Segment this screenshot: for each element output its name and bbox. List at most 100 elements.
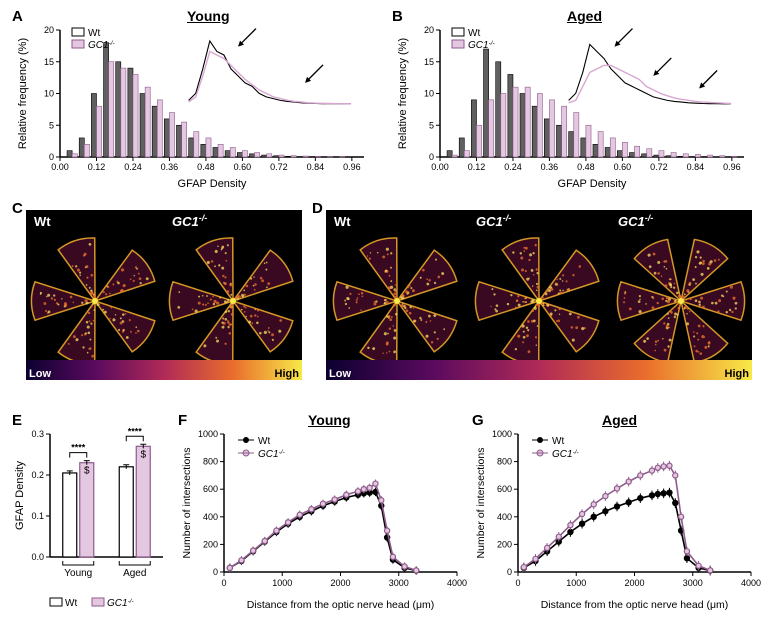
svg-text:400: 400	[203, 512, 218, 522]
svg-text:0.48: 0.48	[577, 162, 595, 172]
panel-d-image: WtGC1-/-GC1-/-LowHigh	[312, 200, 752, 400]
svg-text:2000: 2000	[330, 578, 350, 588]
svg-text:Wt: Wt	[334, 214, 351, 229]
panel-g-lineplot: 0200400600800100001000200030004000Distan…	[472, 412, 757, 612]
svg-text:3000: 3000	[683, 578, 703, 588]
svg-text:0.24: 0.24	[504, 162, 522, 172]
svg-text:4000: 4000	[741, 578, 761, 588]
svg-text:0: 0	[213, 567, 218, 577]
svg-text:0.2: 0.2	[31, 470, 44, 480]
svg-text:200: 200	[497, 539, 512, 549]
svg-text:0.72: 0.72	[270, 162, 288, 172]
svg-text:GC1-/-: GC1-/-	[468, 40, 496, 52]
svg-text:0.36: 0.36	[541, 162, 559, 172]
svg-text:0: 0	[49, 152, 54, 162]
svg-text:GC1-/-: GC1-/-	[258, 449, 286, 461]
svg-text:20: 20	[424, 25, 434, 35]
svg-text:Relative frequency (%): Relative frequency (%)	[17, 38, 29, 149]
panel-f-lineplot: 0200400600800100001000200030004000Distan…	[178, 412, 463, 612]
svg-text:Wt: Wt	[258, 436, 270, 447]
svg-text:20: 20	[44, 25, 54, 35]
svg-text:0: 0	[515, 578, 520, 588]
svg-text:1000: 1000	[198, 429, 218, 439]
svg-text:GC1-/-: GC1-/-	[88, 40, 116, 52]
svg-text:15: 15	[424, 57, 434, 67]
svg-text:High: High	[275, 368, 300, 380]
panel-d: D WtGC1-/-GC1-/-LowHigh	[312, 200, 752, 400]
svg-text:0: 0	[221, 578, 226, 588]
svg-text:Wt: Wt	[552, 436, 564, 447]
panel-a-histogram: 0 5 10 15 20 0.00 0.12 0.24 0.36 0.48 0.60 0.72 0.84…	[12, 8, 372, 193]
svg-text:0: 0	[429, 152, 434, 162]
svg-text:GFAP Density: GFAP Density	[558, 178, 627, 190]
svg-text:1000: 1000	[272, 578, 292, 588]
svg-text:0.72: 0.72	[650, 162, 668, 172]
svg-text:Aged: Aged	[123, 568, 146, 579]
svg-text:0: 0	[507, 567, 512, 577]
panel-c-letter: C	[12, 200, 23, 217]
svg-text:$: $	[84, 466, 90, 477]
svg-text:0.36: 0.36	[161, 162, 179, 172]
svg-text:Number of intersections: Number of intersections	[181, 448, 193, 559]
panel-b: B Aged 051015200.000.120.240.360.480.600…	[392, 8, 752, 193]
panel-g: G Aged 020040060080010000100020003000400…	[472, 412, 757, 612]
svg-text:Wt: Wt	[34, 214, 51, 229]
panel-e-letter: E	[12, 412, 22, 429]
svg-text:1000: 1000	[492, 429, 512, 439]
panel-f: F Young 02004006008001000010002000300040…	[178, 412, 463, 612]
svg-text:800: 800	[497, 457, 512, 467]
svg-text:****: ****	[71, 443, 86, 453]
svg-text:600: 600	[497, 484, 512, 494]
panel-c-image: WtGC1-/-LowHigh	[12, 200, 302, 400]
svg-text:5: 5	[429, 120, 434, 130]
panel-a-title: Young	[187, 8, 230, 24]
svg-text:0.24: 0.24	[124, 162, 142, 172]
svg-text:1000: 1000	[566, 578, 586, 588]
svg-text:$: $	[140, 449, 146, 460]
svg-text:****: ****	[128, 426, 143, 436]
svg-text:Relative frequency (%): Relative frequency (%)	[397, 38, 409, 149]
svg-text:GC1-/-: GC1-/-	[107, 598, 135, 610]
svg-text:0.00: 0.00	[431, 162, 449, 172]
panel-g-title: Aged	[602, 412, 637, 428]
svg-text:Number of intersections: Number of intersections	[475, 448, 487, 559]
panel-b-letter: B	[392, 8, 403, 25]
svg-text:15: 15	[44, 57, 54, 67]
panel-e: E 0.0 0.1 0.2 0.3 GFAP Density **** $ Young ****…	[12, 412, 167, 612]
svg-text:Distance from the optic nerve: Distance from the optic nerve head (μm)	[541, 599, 729, 611]
svg-text:400: 400	[497, 512, 512, 522]
svg-text:0.1: 0.1	[31, 511, 44, 521]
panel-d-letter: D	[312, 200, 323, 217]
svg-text:0.84: 0.84	[307, 162, 325, 172]
panel-f-letter: F	[178, 412, 187, 429]
svg-text:GC1-/-: GC1-/-	[552, 449, 580, 461]
svg-text:3000: 3000	[389, 578, 409, 588]
svg-text:0.48: 0.48	[197, 162, 215, 172]
svg-text:0.84: 0.84	[687, 162, 705, 172]
panel-c: C WtGC1-/-LowHigh	[12, 200, 302, 400]
svg-text:Distance from the optic nerve: Distance from the optic nerve head (μm)	[247, 599, 435, 611]
svg-text:0.0: 0.0	[31, 552, 44, 562]
panel-b-title: Aged	[567, 8, 602, 24]
svg-text:Wt: Wt	[88, 28, 100, 39]
svg-text:10: 10	[44, 89, 54, 99]
svg-text:High: High	[725, 368, 750, 380]
svg-text:Young: Young	[64, 568, 92, 579]
svg-text:5: 5	[49, 120, 54, 130]
svg-text:10: 10	[424, 89, 434, 99]
svg-text:200: 200	[203, 539, 218, 549]
svg-text:0.60: 0.60	[234, 162, 252, 172]
svg-text:GFAP Density: GFAP Density	[178, 178, 247, 190]
svg-text:800: 800	[203, 457, 218, 467]
svg-text:Wt: Wt	[65, 598, 77, 609]
svg-text:0.96: 0.96	[723, 162, 741, 172]
svg-text:0.96: 0.96	[343, 162, 361, 172]
svg-text:0.12: 0.12	[88, 162, 106, 172]
svg-text:GFAP Density: GFAP Density	[14, 461, 26, 530]
panel-b-histogram: 051015200.000.120.240.360.480.600.720.84…	[392, 8, 752, 193]
svg-text:0.3: 0.3	[31, 429, 44, 439]
panel-e-barchart: 0.0 0.1 0.2 0.3 GFAP Density **** $ Young **** $ A…	[12, 412, 167, 612]
panel-g-letter: G	[472, 412, 484, 429]
svg-text:0.00: 0.00	[51, 162, 69, 172]
panel-a-letter: A	[12, 8, 23, 25]
